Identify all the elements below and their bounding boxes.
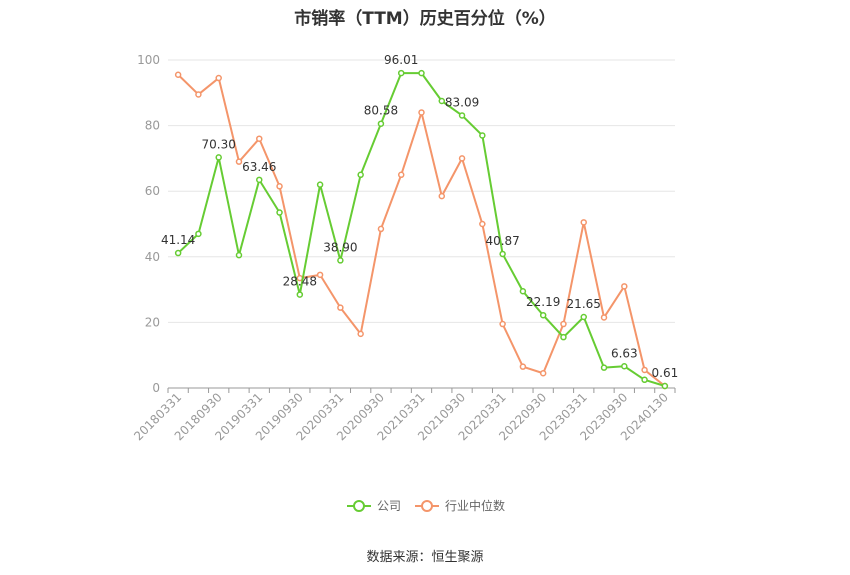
data-point (276, 183, 283, 190)
data-point (316, 181, 324, 188)
data-point (195, 91, 202, 98)
data-labels: 41.14 70.30 63.46 28.48 38.90 80.58 96.01 83.09… (161, 53, 678, 380)
data-label: 21.65 (567, 297, 601, 311)
chart-title: 市销率（TTM）历史百分位（%） (294, 9, 556, 29)
legend-label: 行业中位数 (445, 498, 505, 513)
data-point (458, 155, 466, 162)
legend[interactable]: 公司 行业中位数 (347, 498, 505, 513)
data-point (174, 249, 182, 257)
data-point (418, 109, 425, 116)
source-note: 数据来源：恒生聚源 (366, 550, 484, 565)
data-point (235, 158, 243, 165)
data-point (377, 120, 385, 127)
data-label: 80.58 (364, 104, 398, 118)
data-label: 0.61 (652, 366, 679, 380)
y-tick-label: 40 (145, 250, 160, 264)
data-point (519, 287, 527, 295)
data-point (418, 69, 425, 77)
data-point (479, 220, 486, 228)
y-tick-label: 20 (145, 315, 160, 329)
data-label: 40.87 (485, 234, 519, 248)
data-label: 38.90 (323, 240, 357, 254)
data-point (337, 257, 344, 264)
y-tick-label: 80 (145, 119, 160, 133)
data-point (377, 225, 385, 233)
series-lines (174, 69, 669, 390)
legend-marker (421, 500, 433, 512)
data-point (337, 304, 344, 311)
data-point (479, 132, 486, 139)
data-point (539, 311, 547, 319)
data-point (357, 330, 364, 338)
data-point (580, 313, 587, 321)
data-point (195, 230, 202, 238)
data-label: 70.30 (202, 137, 236, 151)
y-tick-label: 100 (137, 53, 160, 67)
data-point (499, 320, 506, 328)
data-point (397, 69, 405, 77)
y-tick-label: 0 (152, 381, 160, 395)
data-label: 22.19 (526, 295, 560, 309)
axes: 0204060801002018033120180930201903312019… (131, 53, 676, 443)
data-point (519, 363, 527, 370)
legend-marker (353, 500, 365, 512)
data-point (600, 314, 608, 321)
y-tick-label: 60 (145, 184, 160, 198)
data-point (661, 382, 669, 390)
grid-lines (168, 59, 675, 323)
data-point (296, 291, 304, 298)
data-label: 41.14 (161, 233, 195, 247)
data-point (215, 154, 222, 161)
data-point (276, 209, 283, 216)
data-label: 6.63 (611, 346, 638, 360)
data-point (256, 135, 263, 142)
data-label: 96.01 (384, 53, 418, 67)
data-point (641, 376, 648, 384)
data-point (438, 192, 446, 200)
data-point (357, 171, 364, 179)
data-point (397, 171, 405, 179)
data-point (438, 97, 446, 105)
data-point (560, 320, 567, 328)
data-point (235, 251, 243, 259)
series-line (177, 72, 666, 387)
legend-item[interactable]: 公司 (347, 499, 401, 513)
legend-label: 公司 (377, 499, 401, 513)
data-point (539, 369, 547, 377)
data-point (560, 333, 567, 341)
data-point (256, 176, 263, 184)
data-point (316, 271, 324, 279)
data-point (621, 363, 628, 370)
data-point (580, 219, 587, 226)
data-point (499, 250, 506, 258)
data-label: 28.48 (283, 275, 317, 289)
data-point (215, 74, 222, 82)
data-point (458, 112, 466, 119)
data-label: 63.46 (242, 160, 276, 174)
data-point (621, 283, 628, 290)
data-point (174, 71, 182, 79)
data-point (641, 366, 648, 374)
legend-item[interactable]: 行业中位数 (415, 498, 505, 513)
data-point (600, 364, 608, 371)
data-label: 83.09 (445, 95, 479, 109)
